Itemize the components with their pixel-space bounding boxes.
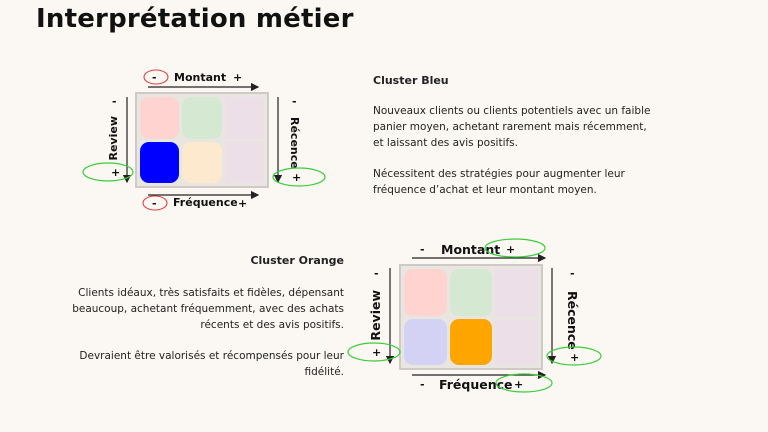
highlight-bottom-plus <box>495 373 553 393</box>
right-axis-minus: - <box>292 95 297 108</box>
top-axis-minus: - <box>152 71 157 84</box>
cell-bottom-right <box>495 318 538 365</box>
cluster-orange-para-2: Devraient être valorisés et récompensés … <box>79 350 344 378</box>
highlight-left-plus <box>347 342 401 362</box>
cluster-bleu-para-1: Nouveaux clients ou clients potentiels a… <box>373 105 651 149</box>
highlight-right-plus <box>272 167 326 187</box>
left-axis-minus: - <box>112 95 117 108</box>
cluster-orange-description: Cluster Orange Clients idéaux, très sati… <box>62 253 344 380</box>
cell-bottom-middle <box>182 141 222 183</box>
left-axis-minus: - <box>374 267 379 280</box>
highlight-left-plus <box>82 162 134 182</box>
highlight-top-minus <box>143 69 169 85</box>
cell-top-left <box>404 269 447 316</box>
segment-grid <box>399 264 543 370</box>
segment-grid <box>135 92 269 188</box>
cluster-bleu-heading: Cluster Bleu <box>373 74 449 87</box>
cluster-orange-para-1: Clients idéaux, très satisfaits et fidèl… <box>72 287 344 331</box>
cluster-orange-heading: Cluster Orange <box>250 254 344 267</box>
right-axis-plus: + <box>292 171 302 184</box>
highlight-bottom-minus <box>142 195 168 211</box>
cell-top-middle <box>449 269 493 316</box>
cell-top-right <box>224 97 264 139</box>
cell-bottom-left <box>404 318 447 365</box>
highlight-right-plus <box>546 346 602 366</box>
page-title: Interprétation métier <box>36 4 354 34</box>
cluster-bleu-para-2: Nécessitent des stratégies pour augmente… <box>373 168 625 196</box>
right-axis-minus: - <box>570 267 575 280</box>
top-axis-label: Montant <box>174 71 227 84</box>
cell-top-middle <box>182 97 222 139</box>
bottom-axis-minus: - <box>152 197 157 210</box>
bottom-axis-plus: + <box>514 378 524 391</box>
top-axis-plus: + <box>506 243 516 256</box>
left-axis-plus: + <box>372 346 382 359</box>
bottom-axis-label: Fréquence <box>439 377 513 392</box>
cell-bottom-right <box>224 141 264 183</box>
left-axis-plus: + <box>111 166 121 179</box>
top-axis-minus: - <box>420 243 425 256</box>
cell-bottom-left <box>140 141 180 183</box>
right-axis-plus: + <box>570 351 580 364</box>
cell-top-left <box>140 97 180 139</box>
right-axis-label: Récence <box>565 291 580 350</box>
highlight-top-plus <box>484 238 546 258</box>
top-axis-plus: + <box>233 71 243 84</box>
bottom-axis-label: Fréquence <box>173 196 238 209</box>
bottom-axis-plus: + <box>238 197 248 210</box>
cell-bottom-middle <box>449 318 493 365</box>
cell-top-right <box>495 269 538 316</box>
cluster-bleu-description: Cluster Bleu Nouveaux clients ou clients… <box>373 73 658 198</box>
bottom-axis-minus: - <box>420 378 425 391</box>
right-axis-label: Récence <box>288 117 301 169</box>
